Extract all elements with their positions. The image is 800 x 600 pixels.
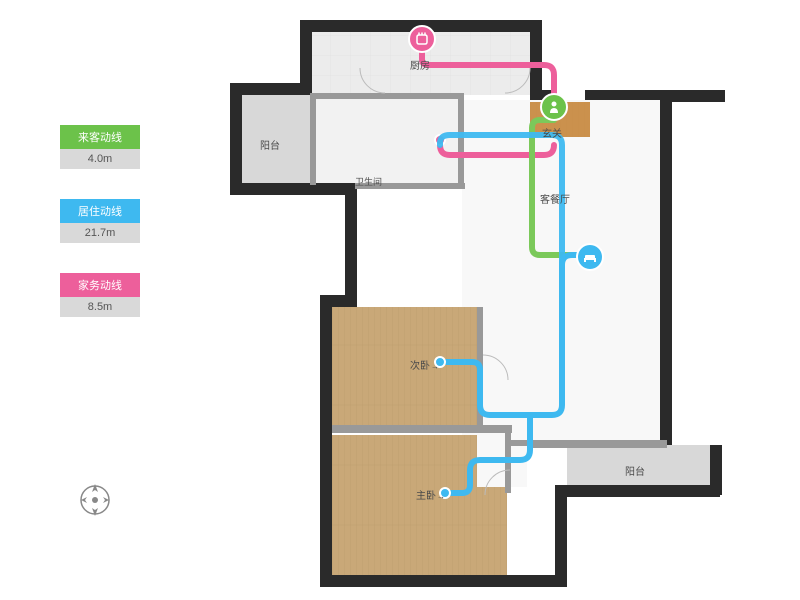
label-entrance: 玄关 (542, 125, 562, 140)
legend-item-guest: 来客动线 4.0m (60, 125, 140, 169)
label-bedroom1: 主卧→ (416, 487, 445, 502)
legend-label-guest: 来客动线 (60, 125, 140, 149)
label-bedroom2: 次卧→ (410, 357, 439, 372)
label-balcony1: 阳台 (260, 137, 280, 152)
label-living: 客餐厅 (540, 191, 570, 206)
label-kitchen: 厨房 (410, 57, 430, 72)
label-bathroom: 卫生间 (355, 175, 382, 188)
kitchen-node-icon (408, 25, 436, 53)
legend-value-housework: 8.5m (60, 297, 140, 317)
legend-label-living: 居住动线 (60, 199, 140, 223)
legend-label-housework: 家务动线 (60, 273, 140, 297)
floorplan: 厨房 阳台 卫生间 玄关 客餐厅 次卧→ 主卧→ 阳台 (230, 15, 750, 590)
legend-value-living: 21.7m (60, 223, 140, 243)
legend: 来客动线 4.0m 居住动线 21.7m 家务动线 8.5m (60, 125, 140, 347)
entrance-node-icon (540, 93, 568, 121)
legend-item-housework: 家务动线 8.5m (60, 273, 140, 317)
label-balcony2: 阳台 (625, 463, 645, 478)
legend-value-guest: 4.0m (60, 149, 140, 169)
legend-item-living: 居住动线 21.7m (60, 199, 140, 243)
sofa-node-icon (576, 243, 604, 271)
compass-icon (75, 480, 115, 520)
